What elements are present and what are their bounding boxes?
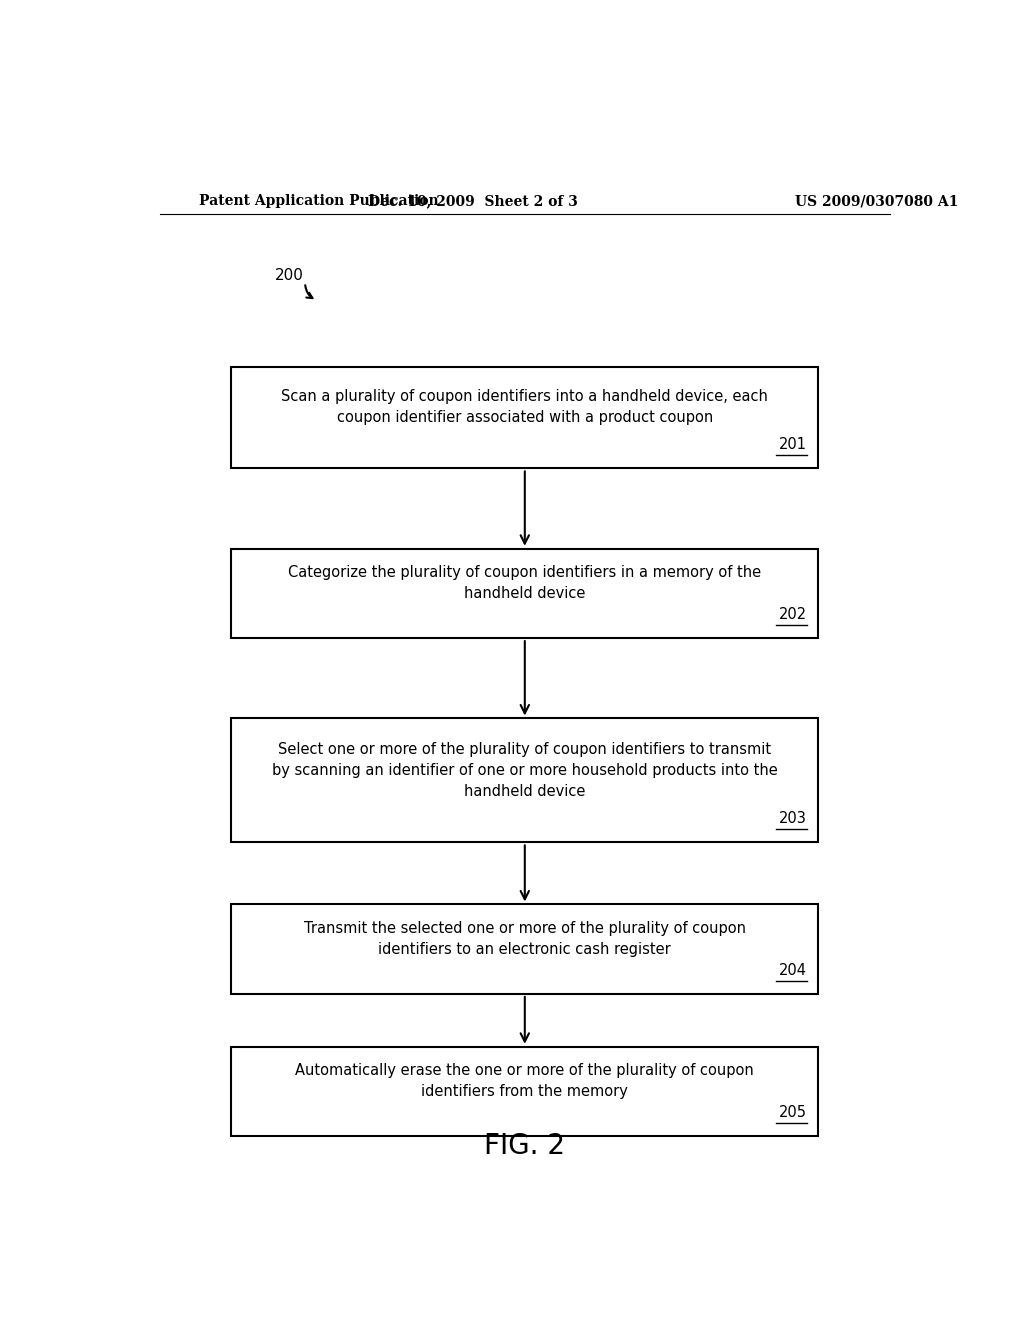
Text: Patent Application Publication: Patent Application Publication <box>200 194 439 209</box>
Text: 201: 201 <box>778 437 807 453</box>
Text: Transmit the selected one or more of the plurality of coupon
identifiers to an e: Transmit the selected one or more of the… <box>304 921 745 957</box>
Bar <box>231 367 818 469</box>
Text: 204: 204 <box>778 962 807 978</box>
Text: Categorize the plurality of coupon identifiers in a memory of the
handheld devic: Categorize the plurality of coupon ident… <box>288 565 762 601</box>
Text: Dec. 10, 2009  Sheet 2 of 3: Dec. 10, 2009 Sheet 2 of 3 <box>369 194 579 209</box>
Text: FIG. 2: FIG. 2 <box>484 1133 565 1160</box>
Bar <box>231 904 818 994</box>
Text: Automatically erase the one or more of the plurality of coupon
identifiers from : Automatically erase the one or more of t… <box>296 1064 754 1100</box>
Bar <box>231 549 818 638</box>
Text: US 2009/0307080 A1: US 2009/0307080 A1 <box>795 194 958 209</box>
Text: 200: 200 <box>274 268 304 282</box>
Text: 203: 203 <box>778 812 807 826</box>
Bar <box>231 718 818 842</box>
Text: Scan a plurality of coupon identifiers into a handheld device, each
coupon ident: Scan a plurality of coupon identifiers i… <box>282 389 768 425</box>
Bar <box>231 1047 818 1137</box>
Text: 205: 205 <box>778 1105 807 1119</box>
Text: 202: 202 <box>778 607 807 622</box>
Text: Select one or more of the plurality of coupon identifiers to transmit
by scannin: Select one or more of the plurality of c… <box>272 742 777 799</box>
